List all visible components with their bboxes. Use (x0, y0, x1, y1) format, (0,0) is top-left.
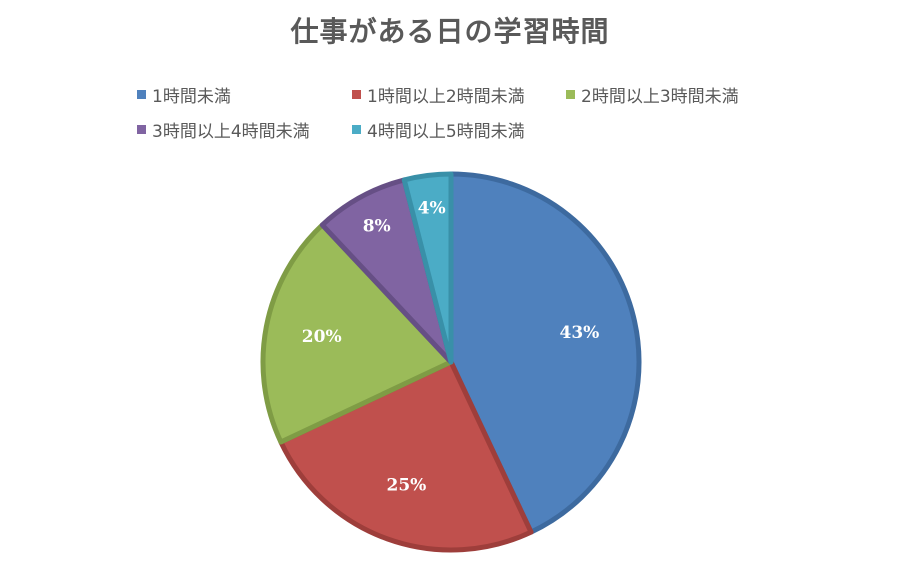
legend-swatch-2 (566, 90, 575, 99)
pie-slices (260, 171, 642, 553)
chart-title: 仕事がある日の学習時間 (290, 15, 610, 48)
pie-slice-4 (401, 171, 454, 365)
pie-slice-2 (260, 222, 454, 445)
legend-swatch-4 (352, 125, 361, 134)
legend-item-3: 3時間以上4時間未満 (137, 117, 310, 142)
legend-item-4: 4時間以上5時間未満 (352, 117, 525, 142)
data-label-4: 4% (418, 199, 446, 219)
pie-slice-1 (278, 359, 534, 553)
legend-label-2: 2時間以上3時間未満 (581, 87, 739, 107)
data-label-0: 43% (559, 323, 599, 343)
legend-label-0: 1時間未満 (152, 87, 231, 107)
legend-swatch-0 (137, 90, 146, 99)
pie-slice-0 (448, 171, 642, 535)
data-label-2: 20% (302, 327, 342, 347)
legend-label-4: 4時間以上5時間未満 (367, 122, 525, 142)
pie-labels: 43% 25% 20% 8% 4% (302, 199, 600, 496)
legend-swatch-1 (352, 90, 361, 99)
data-label-1: 25% (386, 475, 426, 495)
legend-label-1: 1時間以上2時間未満 (367, 87, 525, 107)
legend-row-2: 3時間以上4時間未満 4時間以上5時間未満 (0, 117, 900, 142)
legend-item-0: 1時間未満 (137, 82, 231, 107)
legend-swatch-3 (137, 125, 146, 134)
legend-row-1: 1時間未満 1時間以上2時間未満 2時間以上3時間未満 (0, 82, 900, 107)
legend-item-2: 2時間以上3時間未満 (566, 82, 739, 107)
data-label-3: 8% (363, 216, 391, 236)
legend-item-1: 1時間以上2時間未満 (352, 82, 525, 107)
legend-label-3: 3時間以上4時間未満 (152, 122, 310, 142)
